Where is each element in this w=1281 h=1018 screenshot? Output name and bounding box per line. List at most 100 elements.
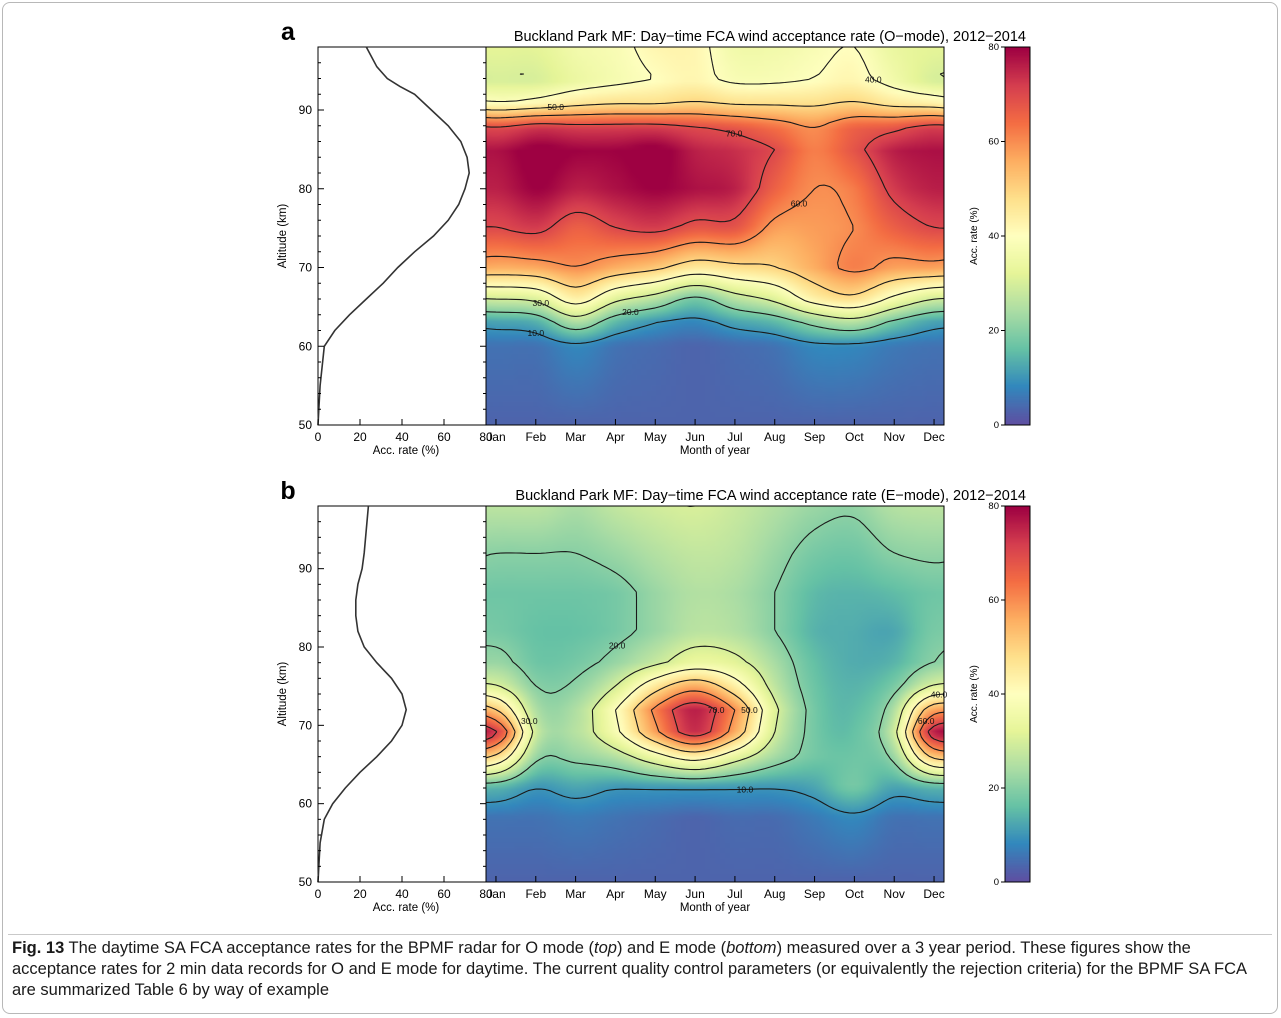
month-tick-label: Jan — [486, 887, 505, 901]
month-tick-label: Jan — [486, 430, 505, 444]
colorbar-tick-label: 20 — [988, 783, 999, 794]
contour-label: 50.0 — [547, 102, 564, 112]
contour-40 — [485, 668, 945, 769]
colorbar-label: Acc. rate (%) — [969, 207, 980, 265]
contour-label: 50.0 — [741, 705, 758, 715]
contour-label: 10.0 — [737, 784, 754, 794]
profile-x-tick-label: 80 — [479, 430, 493, 444]
month-tick-label: Sep — [804, 430, 826, 444]
profile-x-tick-label: 20 — [353, 430, 367, 444]
panel-title: Buckland Park MF: Day−time FCA wind acce… — [515, 488, 1026, 504]
panel-b: 10.0 20.0 30.0 40.0 50.0 60.0 70.0 Jan Feb Mar Apr… — [277, 477, 1031, 914]
month-tick-label: Mar — [565, 430, 586, 444]
panel-letter: b — [280, 477, 295, 505]
y-tick-label: 80 — [299, 182, 313, 196]
contour-50 — [485, 679, 945, 761]
heatmap-panel-a — [486, 47, 944, 425]
contour-70 — [485, 123, 945, 235]
contour-label: 20.0 — [609, 641, 626, 651]
heatmap-xlabel: Month of year — [680, 445, 750, 457]
contour-label: 60.0 — [791, 199, 808, 209]
caption-text-part: ) measured over a 3 year period. These f… — [12, 939, 1247, 999]
caption-divider — [8, 934, 1272, 935]
y-axis-label: Altitude (km) — [277, 204, 289, 269]
heatmap-panel-b — [486, 506, 944, 882]
profile-x-tick-label: 60 — [437, 887, 451, 901]
colorbar-a — [1005, 47, 1030, 425]
contour-label: 70.0 — [726, 128, 743, 138]
month-tick-label: Jul — [727, 887, 742, 901]
month-tick-label: Feb — [525, 887, 546, 901]
profile-x-tick-label: 0 — [315, 887, 322, 901]
contour-label: 10.0 — [528, 328, 545, 338]
contour-lines-a — [485, 46, 945, 345]
profile-line-b — [317, 505, 408, 883]
contour-label: 20.0 — [622, 307, 639, 317]
month-tick-label: Oct — [845, 887, 864, 901]
month-tick-label: Apr — [606, 430, 625, 444]
caption-text-part: The daytime SA FCA acceptance rates for … — [64, 939, 595, 957]
contour-20 — [485, 296, 945, 332]
colorbar-tick-label: 60 — [988, 137, 999, 148]
month-tick-label: Mar — [565, 887, 586, 901]
y-axis-label: Altitude (km) — [277, 662, 289, 727]
heatmap-xlabel: Month of year — [680, 902, 750, 914]
contour-label: 30.0 — [521, 716, 538, 726]
contour-30 — [485, 72, 945, 320]
colorbar-label: Acc. rate (%) — [969, 665, 980, 723]
y-tick-label: 50 — [299, 875, 313, 889]
caption-term-top: top — [594, 939, 617, 957]
month-tick-label: May — [644, 887, 667, 901]
profile-x-tick-label: 0 — [315, 430, 322, 444]
contour-label: 70.0 — [708, 705, 725, 715]
y-tick-label: 60 — [299, 797, 313, 811]
caption-text-part: ) and E mode ( — [616, 939, 727, 957]
month-tick-label: Aug — [764, 430, 785, 444]
contour-70 — [485, 702, 945, 743]
contour-50 — [485, 100, 945, 296]
contour-10 — [485, 317, 945, 345]
colorbar-tick-label: 40 — [988, 689, 999, 700]
contour-40 — [485, 46, 945, 309]
y-tick-label: 70 — [299, 718, 313, 732]
contour-20 — [485, 515, 945, 784]
figure-canvas: 10.0 20.0 30.0 40.0 50.0 60.0 70.0 Jan Feb Mar Apr… — [277, 18, 1031, 914]
profile-x-tick-label: 60 — [437, 430, 451, 444]
month-tick-label: Aug — [764, 887, 785, 901]
colorbar-tick-label: 0 — [994, 420, 999, 431]
profile-xlabel: Acc. rate (%) — [373, 445, 440, 457]
profile-frame-a — [317, 46, 487, 426]
month-tick-label: Dec — [923, 887, 944, 901]
figure-caption: Fig. 13 The daytime SA FCA acceptance ra… — [12, 938, 1267, 1001]
month-tick-label: Apr — [606, 887, 625, 901]
contour-label: 30.0 — [533, 298, 550, 308]
month-tick-label: Feb — [525, 430, 546, 444]
profile-xlabel: Acc. rate (%) — [373, 902, 440, 914]
panel-a: 10.0 20.0 30.0 40.0 50.0 60.0 70.0 Jan Feb Mar Apr… — [277, 18, 1031, 457]
y-tick-label: 80 — [299, 640, 313, 654]
month-tick-label: Nov — [884, 887, 905, 901]
colorbar-tick-label: 20 — [988, 326, 999, 337]
y-tick-label: 70 — [299, 261, 313, 275]
month-tick-label: Jul — [727, 430, 742, 444]
contour-label: 40.0 — [931, 689, 948, 699]
month-tick-label: Dec — [923, 430, 944, 444]
contour-60 — [485, 113, 945, 273]
panel-letter: a — [281, 18, 296, 46]
contour-label: 40.0 — [865, 74, 882, 84]
profile-line-a — [317, 46, 471, 426]
caption-figure-label: Fig. 13 — [12, 939, 65, 957]
month-tick-label: Jun — [685, 430, 704, 444]
profile-x-tick-label: 20 — [353, 887, 367, 901]
colorbar-tick-label: 80 — [988, 42, 999, 53]
y-tick-label: 90 — [299, 562, 313, 576]
month-tick-label: May — [644, 430, 667, 444]
month-tick-label: Oct — [845, 430, 864, 444]
colorbar-tick-label: 80 — [988, 501, 999, 512]
profile-x-tick-label: 80 — [479, 887, 493, 901]
month-tick-label: Sep — [804, 887, 826, 901]
colorbar-b — [1005, 506, 1030, 882]
month-tick-label: Jun — [685, 887, 704, 901]
profile-x-tick-label: 40 — [395, 430, 409, 444]
